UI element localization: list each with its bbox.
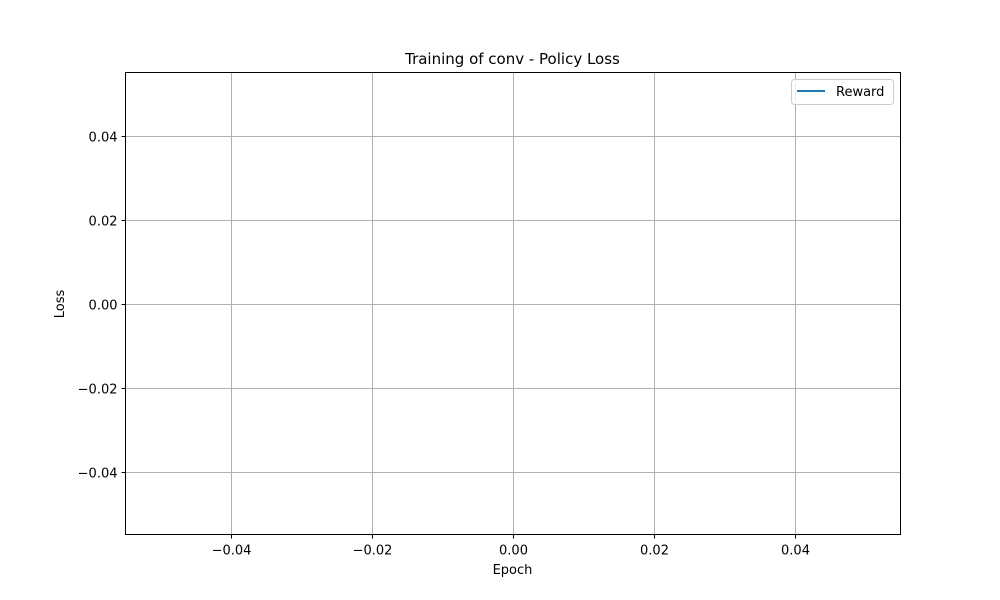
x-axis: −0.04 −0.02 0.00 0.02 0.04 [212,534,810,559]
grid [125,72,901,535]
y-tick-label: −0.02 [78,383,118,398]
x-tick-label: 0.02 [640,544,669,559]
y-tick-label: 0.00 [89,299,118,314]
x-tick-label: −0.02 [353,544,393,559]
legend-box [791,79,894,105]
x-tick-label: 0.00 [499,544,528,559]
x-tick-label: −0.04 [212,544,252,559]
chart-title: Training of conv - Policy Loss [404,50,620,68]
y-tick-label: 0.02 [89,215,118,230]
y-tick-label: −0.04 [78,467,118,482]
x-axis-label: Epoch [493,563,533,578]
y-axis-label: Loss [53,290,68,319]
legend: Reward [791,79,894,105]
y-tick-label: 0.04 [89,131,118,146]
x-tick-label: 0.04 [781,544,810,559]
y-axis: −0.04 −0.02 0.00 0.02 0.04 [78,131,126,482]
legend-label-reward: Reward [836,85,884,100]
